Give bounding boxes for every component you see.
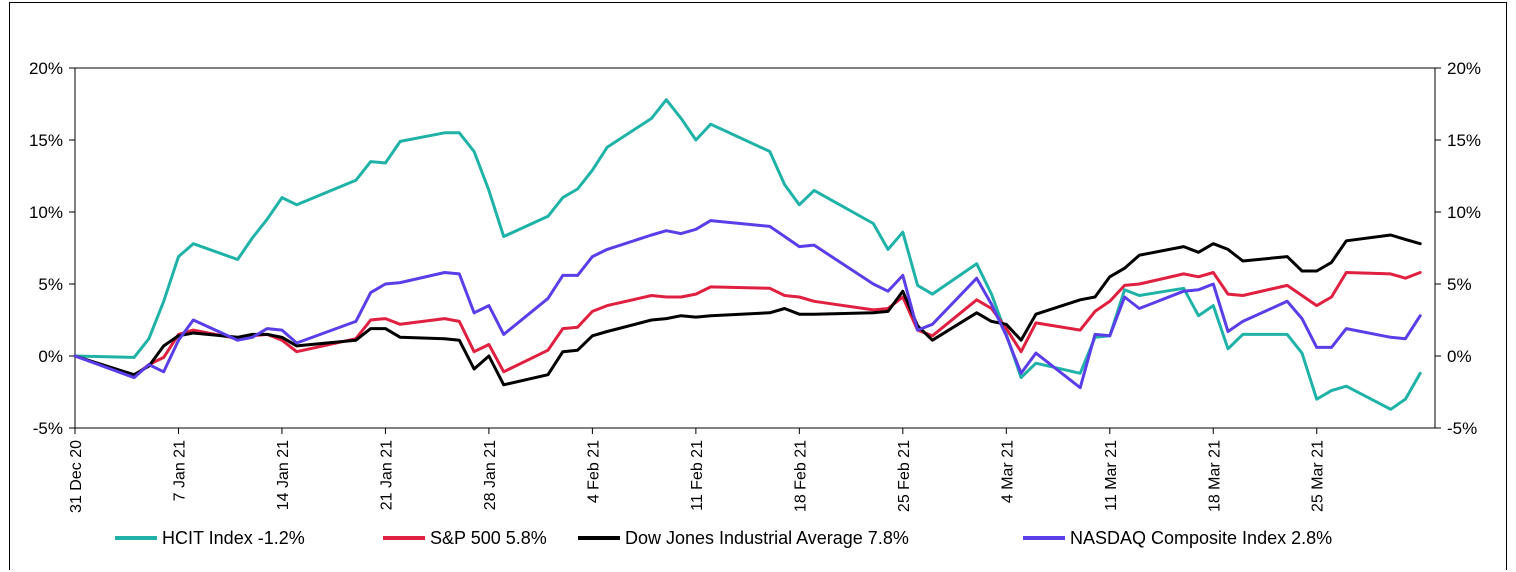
plot-border bbox=[74, 67, 1436, 429]
series-group bbox=[73, 98, 1422, 411]
chart-frame bbox=[9, 2, 1507, 570]
x-tick-label: 21 Jan 21 bbox=[378, 440, 395, 510]
y-tick-label-right: 15% bbox=[1447, 131, 1481, 150]
y-tick-label-right: 20% bbox=[1447, 59, 1481, 78]
x-tick-label: 25 Mar 21 bbox=[1310, 440, 1327, 512]
legend-label-0: HCIT Index -1.2% bbox=[162, 528, 305, 548]
series-line-2 bbox=[73, 233, 1422, 387]
x-tick-label: 28 Jan 21 bbox=[482, 440, 499, 510]
x-tick-label: 7 Jan 21 bbox=[171, 440, 188, 501]
right-y-axis: 20% 15% 10% 5% 0% -5% bbox=[1435, 59, 1481, 438]
x-tick-label: 18 Feb 21 bbox=[792, 440, 809, 512]
legend-label-2: Dow Jones Industrial Average 7.8% bbox=[625, 528, 909, 548]
plot-area bbox=[74, 67, 1436, 429]
legend-label-3: NASDAQ Composite Index 2.8% bbox=[1070, 528, 1332, 548]
x-tick-label: 11 Feb 21 bbox=[689, 440, 706, 511]
x-tick-label: 4 Mar 21 bbox=[999, 440, 1016, 503]
y-tick-label-right: 0% bbox=[1447, 347, 1472, 366]
y-tick-label-left: 10% bbox=[29, 203, 63, 222]
y-tick-label-right: 10% bbox=[1447, 203, 1481, 222]
x-tick-label: 11 Mar 21 bbox=[1103, 440, 1120, 511]
series-line-3 bbox=[73, 219, 1422, 390]
series-line-1 bbox=[73, 271, 1422, 378]
y-tick-label-right: 5% bbox=[1447, 275, 1472, 294]
legend: HCIT Index -1.2% S&P 500 5.8% Dow Jones In… bbox=[115, 528, 1332, 548]
series-line-0 bbox=[73, 98, 1422, 411]
legend-label-1: S&P 500 5.8% bbox=[430, 528, 547, 548]
y-tick-label-right: -5% bbox=[1447, 419, 1477, 438]
x-tick-label: 25 Feb 21 bbox=[896, 440, 913, 512]
left-y-axis: 20% 15% 10% 5% 0% -5% bbox=[29, 59, 75, 438]
x-axis: 31 Dec 20 7 Jan 21 14 Jan 21 21 Jan 21 28 Ja… bbox=[68, 428, 1327, 513]
y-tick-label-left: -5% bbox=[33, 419, 63, 438]
y-tick-label-left: 5% bbox=[38, 275, 63, 294]
y-tick-label-left: 15% bbox=[29, 131, 63, 150]
y-tick-label-left: 20% bbox=[29, 59, 63, 78]
x-tick-label: 31 Dec 20 bbox=[68, 440, 85, 513]
x-tick-label: 4 Feb 21 bbox=[585, 440, 602, 503]
x-tick-label: 18 Mar 21 bbox=[1206, 440, 1223, 512]
x-tick-label: 14 Jan 21 bbox=[275, 440, 292, 510]
y-tick-label-left: 0% bbox=[38, 347, 63, 366]
